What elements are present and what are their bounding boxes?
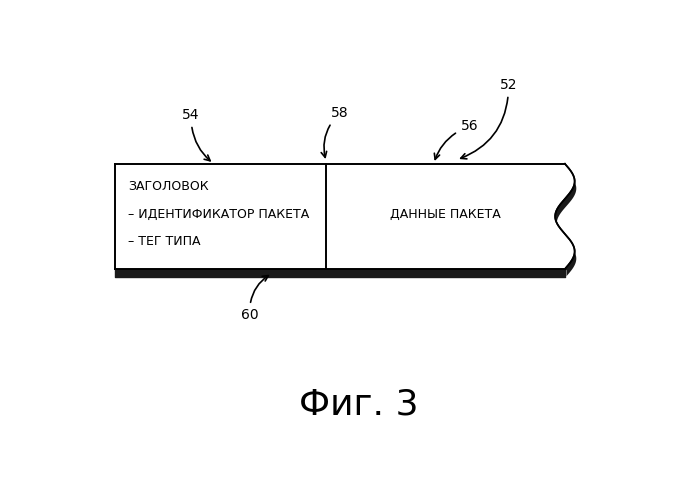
Text: 52: 52 — [461, 78, 517, 159]
Text: ЗАГОЛОВОК: ЗАГОЛОВОК — [128, 181, 209, 193]
Text: – ИДЕНТИФИКАТОР ПАКЕТА: – ИДЕНТИФИКАТОР ПАКЕТА — [128, 208, 309, 221]
Text: ДАННЫЕ ПАКЕТА: ДАННЫЕ ПАКЕТА — [390, 208, 501, 221]
Text: 54: 54 — [183, 108, 210, 161]
Text: 60: 60 — [241, 276, 268, 322]
Text: – ТЕГ ТИПА: – ТЕГ ТИПА — [128, 235, 201, 248]
Polygon shape — [116, 171, 576, 276]
Text: 58: 58 — [321, 106, 349, 158]
Text: 56: 56 — [434, 119, 478, 160]
Text: Фиг. 3: Фиг. 3 — [299, 387, 419, 421]
Polygon shape — [115, 164, 575, 269]
